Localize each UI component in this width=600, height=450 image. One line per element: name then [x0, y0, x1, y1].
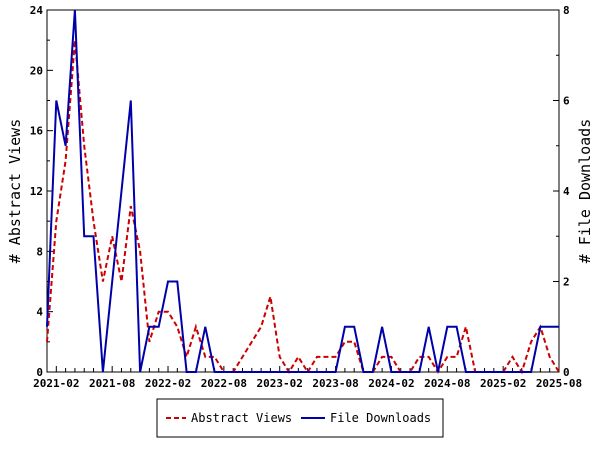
legend: Abstract Views File Downloads	[156, 398, 444, 438]
plot-frame	[46, 9, 560, 373]
x-tick-label: 2022-08	[201, 377, 247, 390]
x-tick-label: 2025-08	[536, 377, 582, 390]
y-tick-label: 12	[30, 185, 43, 198]
y2-axis-title: # File Downloads	[576, 119, 594, 264]
y2-tick-label: 4	[563, 185, 570, 198]
legend-label-file-downloads: File Downloads	[330, 411, 431, 425]
x-tick-label: 2022-02	[145, 377, 191, 390]
y2-tick-label: 6	[563, 95, 570, 108]
y-tick-label: 0	[36, 366, 43, 379]
series-line-abstract-views	[46, 40, 560, 375]
x-tick-label: 2021-08	[89, 377, 135, 390]
y2-tick-label: 0	[563, 366, 570, 379]
y-axis-ticks: 0 4 8 12 16 20 24	[30, 4, 53, 379]
y-axis-title: # Abstract Views	[6, 119, 24, 264]
legend-label-abstract-views: Abstract Views	[191, 411, 292, 425]
y2-tick-label: 2	[563, 276, 570, 289]
x-tick-label: 2024-02	[368, 377, 414, 390]
x-tick-label: 2023-02	[257, 377, 303, 390]
y2-axis-ticks: 0 2 4 6 8	[553, 4, 570, 379]
series-line-file-downloads	[46, 9, 559, 373]
y2-tick-label: 8	[563, 4, 570, 17]
y-tick-label: 4	[36, 306, 43, 319]
series-layer	[46, 9, 560, 375]
y-tick-label: 20	[30, 64, 43, 77]
y-tick-label: 24	[30, 4, 44, 17]
y-tick-label: 16	[30, 125, 44, 138]
x-tick-label: 2025-02	[480, 377, 526, 390]
x-tick-label: 2021-02	[33, 377, 79, 390]
legend-box	[156, 398, 444, 438]
x-tick-label: 2023-08	[312, 377, 358, 390]
x-tick-label: 2024-08	[424, 377, 470, 390]
y-tick-label: 8	[36, 245, 43, 258]
x-axis-ticks: 2021-02 2021-08 2022-02 2022-08 2023-02 2023-…	[33, 366, 582, 390]
